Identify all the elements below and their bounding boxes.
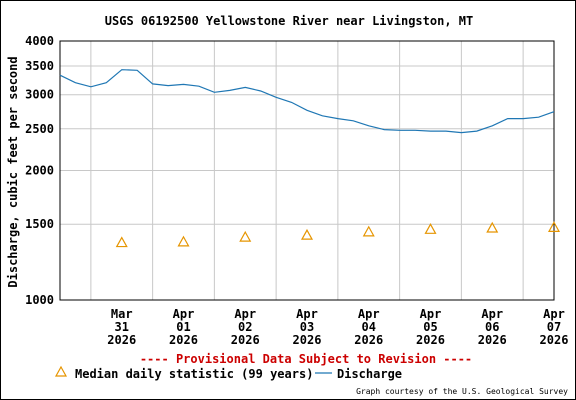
x-tick-label: 07: [547, 320, 561, 334]
x-tick-labels: Mar312026Apr012026Apr022026Apr032026Apr0…: [107, 307, 568, 347]
x-tick-label: 04: [362, 320, 376, 334]
y-tick-label: 2000: [25, 164, 54, 178]
x-tick-label: 2026: [293, 333, 322, 347]
median-point: [115, 236, 128, 248]
median-point: [362, 225, 375, 237]
median-point: [177, 235, 190, 247]
legend-discharge-label: Discharge: [337, 367, 402, 381]
x-tick-label: 02: [238, 320, 252, 334]
x-tick-label: 2026: [478, 333, 507, 347]
y-tick-label: 2500: [25, 122, 54, 136]
x-tick-label: 01: [176, 320, 190, 334]
y-tick-label: 3000: [25, 88, 54, 102]
x-tick-label: Apr: [234, 307, 256, 321]
x-tick-label: 31: [115, 320, 129, 334]
x-tick-label: Mar: [111, 307, 133, 321]
y-tick-labels: 1000 1500 2000 2500 3000 3500 4000: [25, 34, 54, 307]
y-tick-label: 3500: [25, 59, 54, 73]
credit-text: Graph courtesy of the U.S. Geological Su…: [356, 387, 568, 396]
median-series: [115, 221, 561, 248]
x-tick-label: Apr: [296, 307, 318, 321]
legend: Median daily statistic (99 years) Discha…: [54, 365, 402, 381]
provisional-note: ---- Provisional Data Subject to Revisio…: [140, 352, 472, 366]
chart-title: USGS 06192500 Yellowstone River near Liv…: [105, 14, 473, 28]
x-tick-label: 2026: [354, 333, 383, 347]
x-tick-label: Apr: [543, 307, 565, 321]
x-tick-label: Apr: [481, 307, 503, 321]
discharge-series-line: [59, 69, 555, 134]
y-axis-label: Discharge, cubic feet per second: [6, 56, 20, 287]
y-tick-label: 4000: [25, 34, 54, 48]
median-point: [239, 230, 252, 242]
x-tick-label: Apr: [358, 307, 380, 321]
x-tick-label: 06: [485, 320, 499, 334]
x-tick-label: 2026: [107, 333, 136, 347]
x-tick-label: 2026: [231, 333, 260, 347]
legend-median-label: Median daily statistic (99 years): [75, 367, 313, 381]
legend-triangle-icon: [54, 365, 68, 377]
x-tick-label: Apr: [173, 307, 195, 321]
x-tick-label: 2026: [540, 333, 569, 347]
x-tick-label: 05: [423, 320, 437, 334]
y-tick-label: 1500: [25, 217, 54, 231]
median-point: [547, 221, 561, 232]
plot-frame: [59, 40, 555, 301]
x-tick-label: 03: [300, 320, 314, 334]
grid-layer: [60, 41, 554, 300]
y-tick-label: 1000: [25, 293, 54, 307]
x-tick-label: Apr: [420, 307, 442, 321]
median-point: [486, 221, 499, 233]
x-tick-label: 2026: [416, 333, 445, 347]
x-tick-label: 2026: [169, 333, 198, 347]
median-point: [424, 223, 437, 234]
median-point: [300, 228, 314, 240]
